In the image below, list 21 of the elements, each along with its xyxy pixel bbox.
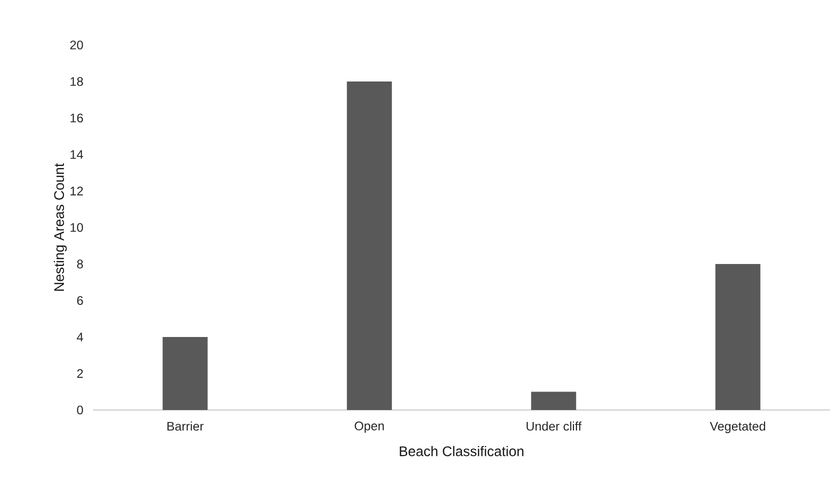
y-tick-label: 14 — [70, 150, 84, 159]
x-tick-label: Under cliff — [526, 422, 582, 431]
x-tick-label: Open — [354, 422, 384, 433]
y-axis-title: Nesting Areas Count — [54, 163, 67, 291]
y-tick-label: 6 — [77, 296, 83, 305]
y-tick-label: 8 — [77, 260, 83, 268]
y-tick-label: 18 — [70, 77, 83, 86]
y-tick-label: 12 — [70, 186, 83, 196]
y-tick-label: 0 — [77, 406, 83, 414]
x-tick-label: Vegetated — [710, 422, 766, 434]
y-tick-label: 20 — [70, 40, 83, 50]
y-tick-label: 4 — [76, 332, 84, 342]
y-tick-label: 2 — [77, 369, 83, 378]
y-tick-label: 16 — [70, 114, 83, 122]
bar — [715, 264, 760, 410]
bar — [162, 337, 208, 410]
x-axis-title: Beach Classification — [400, 446, 524, 456]
x-tick-label: Barrier — [167, 422, 204, 431]
bar — [346, 81, 392, 410]
y-tick-label: 10 — [70, 223, 83, 232]
bar — [531, 392, 576, 410]
